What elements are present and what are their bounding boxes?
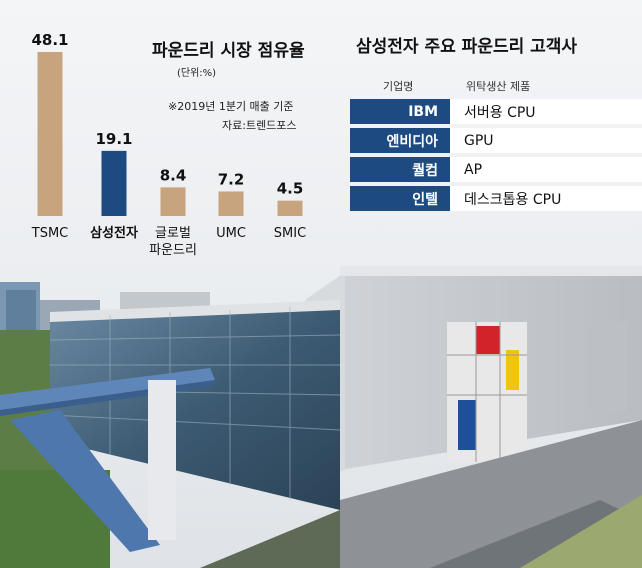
table-title: 삼성전자 주요 파운드리 고객사 xyxy=(356,37,578,57)
bar xyxy=(160,187,186,216)
bar xyxy=(277,200,303,216)
table-row: 인텔 데스크톱용 CPU xyxy=(350,186,642,211)
customer-table: IBM 서버용 CPU 엔비디아 GPU 퀄컴 AP 인텔 데스크톱용 CPU xyxy=(350,99,642,215)
table-cell-company: 인텔 xyxy=(350,186,450,211)
table-cell-product: 서버용 CPU xyxy=(450,99,642,124)
category-label: SMIC xyxy=(274,226,306,241)
table-row: IBM 서버용 CPU xyxy=(350,99,642,124)
bar xyxy=(37,52,63,216)
table-cell-company: 퀄컴 xyxy=(350,157,450,182)
data-label: 8.4 xyxy=(160,166,187,184)
table-row: 엔비디아 GPU xyxy=(350,128,642,153)
category-label: UMC xyxy=(216,226,246,241)
data-label: 19.1 xyxy=(95,130,132,148)
market-share-bar-chart: 48.1 TSMC 19.1 삼성전자 8.4 글로벌 파운드리 7.2 UMC 4.5 SMIC xyxy=(31,31,306,258)
chart-unit: (단위:%) xyxy=(177,68,217,79)
category-label: 글로벌 파운드리 xyxy=(149,226,197,258)
table-header-product: 위탁생산 제품 xyxy=(466,80,531,93)
bar xyxy=(218,191,244,216)
data-label: 48.1 xyxy=(31,31,68,49)
category-label: TSMC xyxy=(31,226,69,241)
data-label: 7.2 xyxy=(218,170,245,188)
chart-note: ※2019년 1분기 매출 기준 xyxy=(168,100,294,113)
table-cell-product: GPU xyxy=(450,128,642,153)
data-label: 4.5 xyxy=(277,180,304,198)
table-cell-product: 데스크톱용 CPU xyxy=(450,186,642,211)
category-label: 삼성전자 xyxy=(90,225,138,241)
table-row: 퀄컴 AP xyxy=(350,157,642,182)
table-header-company: 기업명 xyxy=(383,80,414,93)
bar xyxy=(101,150,127,216)
chart-title: 파운드리 시장 점유율 xyxy=(152,41,305,61)
table-cell-company: IBM xyxy=(350,99,450,124)
chart-source: 자료:트렌드포스 xyxy=(222,119,297,132)
table-cell-product: AP xyxy=(450,157,642,182)
table-cell-company: 엔비디아 xyxy=(350,128,450,153)
